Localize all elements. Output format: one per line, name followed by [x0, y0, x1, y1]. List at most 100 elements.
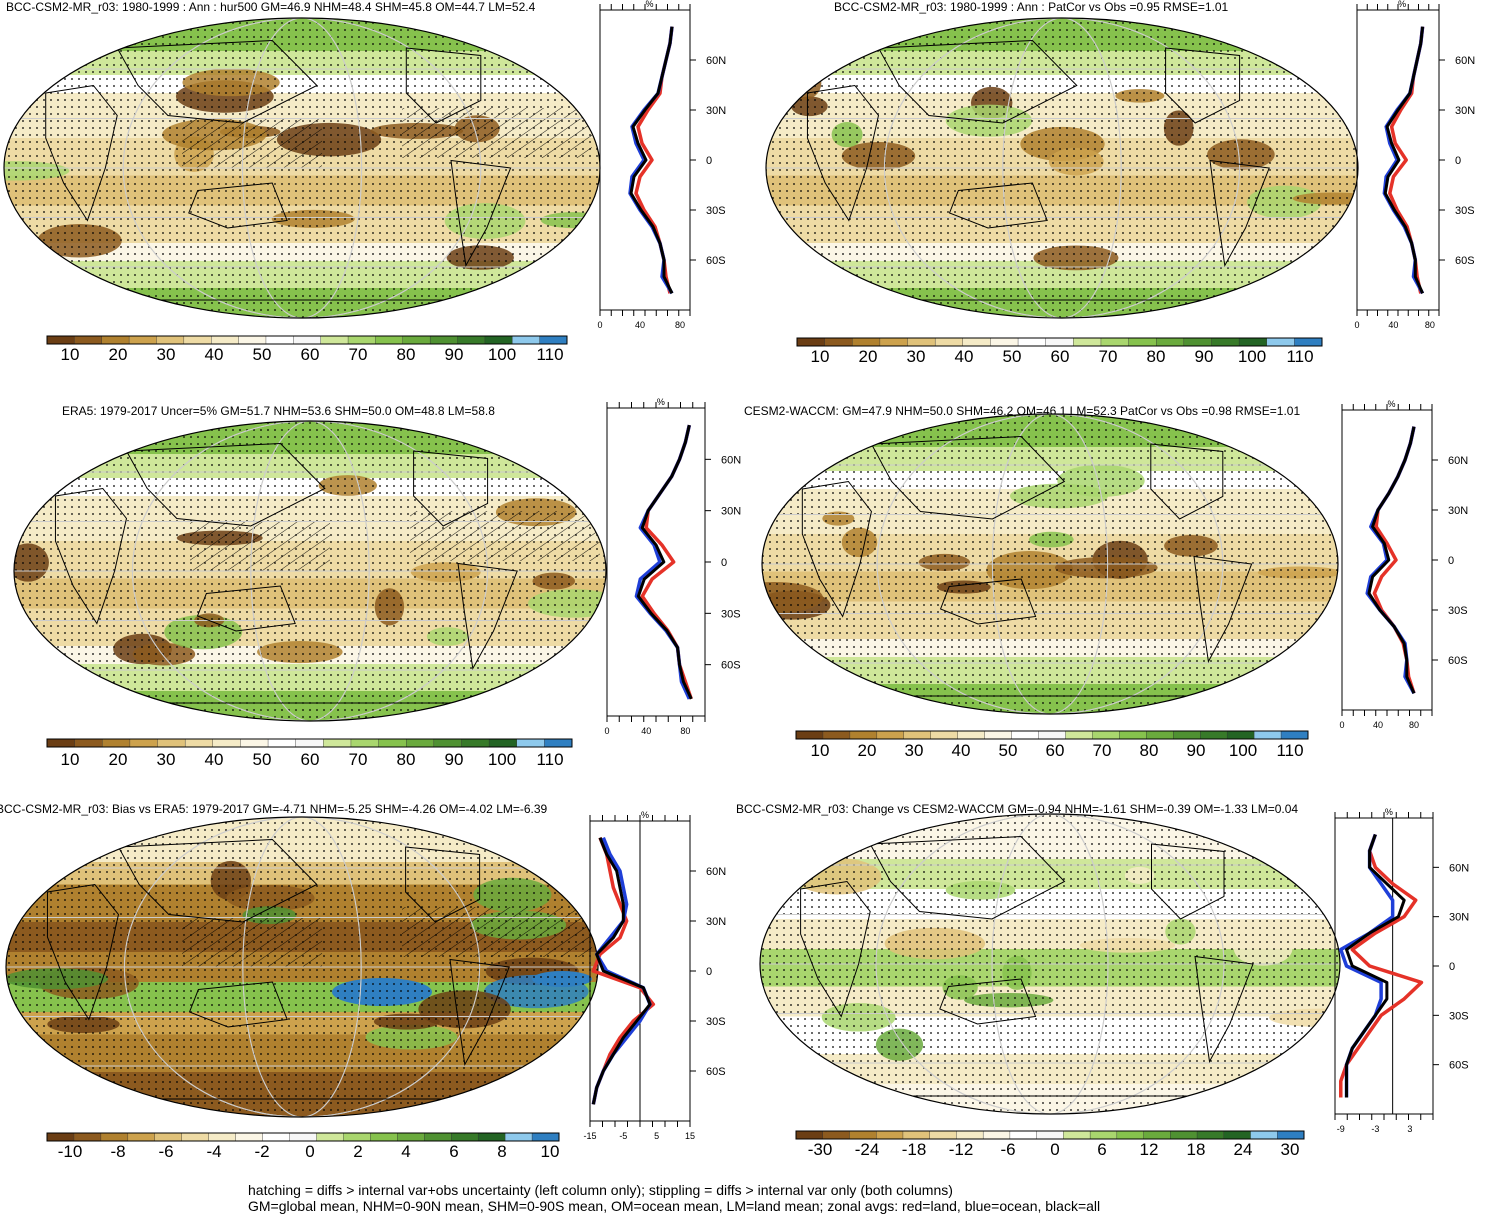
colorbar-label: -24	[855, 1140, 880, 1159]
continent-outline	[939, 578, 1037, 625]
colorbar-swatch	[293, 335, 322, 345]
colorbar-label: 110	[1276, 741, 1303, 760]
colorbar-label: 18	[1187, 1140, 1206, 1159]
profile-x-label: 40	[1388, 320, 1398, 330]
profile-y-label: 30N	[706, 105, 726, 117]
profile-y-label: 0	[1448, 555, 1454, 567]
profile-y-label: 60S	[1448, 655, 1468, 667]
zonal-profile: % 60N 30N 0 30S 60S -15 -5 5 15	[583, 810, 726, 1141]
colorbar-swatch	[849, 730, 878, 740]
profile-y-label: 30N	[706, 916, 726, 928]
colorbar-swatch	[962, 337, 991, 347]
colorbar-label: 30	[157, 345, 176, 364]
colorbar-swatch	[156, 335, 185, 345]
colorbar-frame	[796, 337, 1323, 347]
graticule-meridian	[241, 18, 363, 318]
colorbar-swatch	[929, 1130, 957, 1140]
profile-x-label: 80	[1425, 320, 1435, 330]
continent-outline	[869, 835, 1066, 920]
colorbar-swatch	[1266, 337, 1295, 347]
colorbar-swatch	[208, 1132, 237, 1142]
panel-1: BCC-CSM2-MR_r03: 1980-1999 : Ann : hur50…	[0, 0, 740, 380]
footer-line-2: GM=global mean, NHM=0-90N mean, SHM=0-90…	[248, 1198, 1101, 1214]
colorbar-swatch	[406, 738, 435, 748]
colorbar-label: 70	[349, 750, 368, 769]
colorbar-label: 100	[1238, 347, 1266, 366]
hatch-overlay	[402, 108, 592, 158]
profile-line-black	[1383, 26, 1425, 294]
profile-x-label: 80	[680, 726, 690, 736]
continent-outline	[457, 562, 518, 671]
colorbar-label: 30	[1281, 1140, 1300, 1159]
map-field	[762, 414, 1338, 714]
continent-outline	[801, 480, 872, 618]
continent-outline	[45, 84, 118, 222]
colorbar-swatch	[1011, 730, 1040, 740]
colorbar-swatch	[1211, 337, 1240, 347]
colorbar-label: 80	[1140, 741, 1159, 760]
colorbar-swatch	[100, 1132, 129, 1142]
colorbar-swatch	[1280, 730, 1309, 740]
colorbar-label: 90	[1195, 347, 1214, 366]
continent-outline	[948, 182, 1048, 229]
colorbar-swatch	[1009, 1130, 1038, 1140]
colorbar-swatch	[795, 1130, 824, 1140]
colorbar-label: 50	[999, 741, 1018, 760]
colorbar-swatch	[1200, 730, 1228, 740]
panel-6: BCC-CSM2-MR_r03: Change vs CESM2-WACCM G…	[736, 800, 1500, 1180]
colorbar-swatch	[544, 738, 573, 748]
zonal-profile: % 60N 30N 0 30S 60S -9 -3 3	[1334, 807, 1469, 1134]
colorbar-label: 80	[397, 345, 416, 364]
colorbar-label: 6	[1097, 1140, 1106, 1159]
continent-outline	[1151, 843, 1225, 920]
profile-line-red	[1339, 833, 1424, 1098]
colorbar-label: 100	[488, 750, 516, 769]
panel-5-figure: % 60N 30N 0 30S 60S -15 -5 5 15 -10 -8 -6 -4 -2 0 2 4 6 8 10	[5, 810, 726, 1161]
colorbar-label: 2	[353, 1142, 362, 1161]
colorbar-label: 70	[1099, 347, 1118, 366]
panel-2-figure: % 60N 30N 0 30S 60S 0 40 80 10 20 30 40 50 60 70 80 90 100…	[765, 0, 1475, 366]
colorbar-swatch	[488, 738, 518, 748]
colorbar-swatch	[876, 730, 905, 740]
colorbar-swatch	[1017, 337, 1047, 347]
colorbar-label: 80	[1147, 347, 1166, 366]
colorbar-label: 30	[905, 741, 924, 760]
colorbar-label: 10	[811, 741, 830, 760]
map-field	[4, 18, 600, 318]
graticule-meridian	[991, 814, 1109, 1114]
colorbar-swatch	[350, 738, 380, 748]
colorbar-swatch	[323, 738, 352, 748]
continent-outline	[1165, 47, 1241, 124]
profile-x-label: -15	[583, 1131, 596, 1141]
hatch-overlay	[190, 521, 330, 571]
colorbar-swatch	[295, 738, 324, 748]
colorbar-swatch	[822, 730, 851, 740]
profile-y-label: 60N	[1449, 862, 1469, 874]
colorbar-swatch	[516, 738, 545, 748]
colorbar-swatch	[316, 1132, 344, 1142]
colorbar-label: -6	[1000, 1140, 1015, 1159]
colorbar-label: -4	[206, 1142, 221, 1161]
colorbar-swatch	[1196, 1130, 1225, 1140]
colorbar-swatch	[101, 335, 130, 345]
colorbar-swatch	[1294, 337, 1323, 347]
profile-y-label: 60S	[706, 1066, 726, 1078]
profile-y-label: 30S	[1448, 605, 1468, 617]
colorbar-label: 60	[1051, 347, 1070, 366]
colorbar-swatch	[852, 337, 881, 347]
profile-x-label: 40	[641, 726, 651, 736]
profile-x-label: 3	[1407, 1124, 1412, 1134]
colorbar-swatch	[184, 738, 214, 748]
continent-outline	[1150, 443, 1224, 520]
panel-5: BCC-CSM2-MR_r03: Bias vs ERA5: 1979-2017…	[0, 800, 740, 1180]
colorbar-swatch	[822, 1130, 850, 1140]
colorbar-label: 10	[541, 1142, 560, 1161]
continent-outline	[125, 442, 326, 527]
colorbar: 10 20 30 40 50 60 70 80 90 100 110	[795, 730, 1309, 760]
continent-outline	[405, 846, 481, 923]
colorbar-swatch	[183, 335, 212, 345]
colorbar-label: 50	[253, 345, 272, 364]
footer-line-1: hatching = diffs > internal var+obs unce…	[248, 1182, 953, 1198]
profile-unit: %	[641, 810, 649, 820]
colorbar-swatch	[1183, 337, 1212, 347]
